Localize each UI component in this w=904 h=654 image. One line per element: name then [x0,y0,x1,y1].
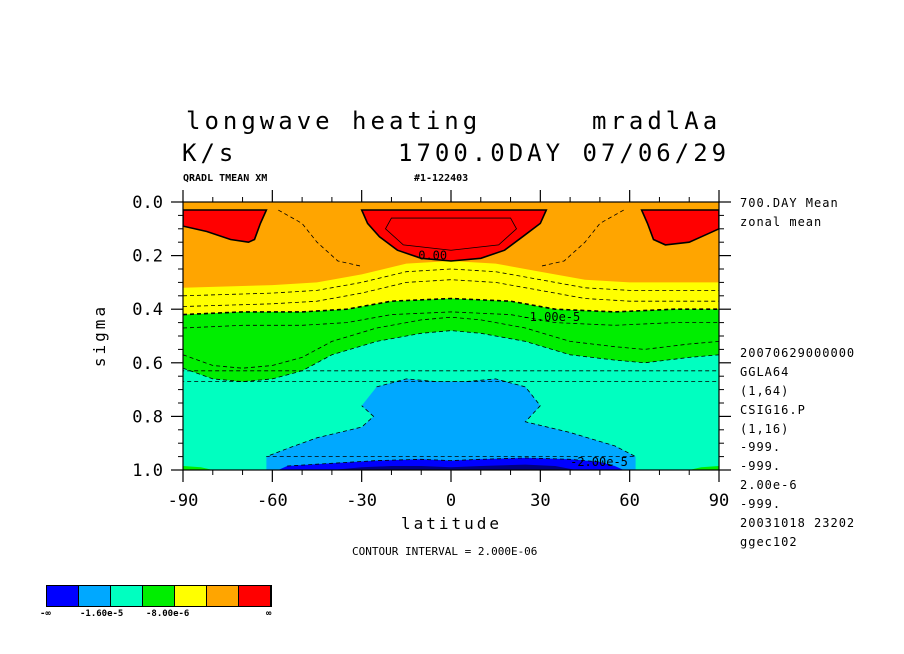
side-note: CSIG16.P [740,402,806,417]
units-label: K/s [182,139,238,167]
contour-dashed-skyblue-core [266,378,636,458]
time-label: 1700.0DAY 07/06/29 [398,139,731,167]
contour-dashed-upper [278,209,362,267]
x-tick-label: -90 [168,491,199,511]
contour-label: 0.00 [418,249,447,263]
contour-inner-red [384,217,518,251]
contour-label: -2.00e-5 [570,455,628,469]
colorbar-label: -1.60e-5 [80,609,124,619]
x-tick-label: 0 [446,491,456,511]
chart-title: longwave heating [186,107,482,135]
x-tick-label: 90 [709,491,729,511]
colorbar-swatch [47,586,79,606]
contour-dashed-green-band [183,297,719,316]
x-tick-label: -60 [257,491,288,511]
band-green-corner-nh [689,466,719,470]
contour-dashed-yellow-band [183,268,719,372]
colorbar-swatch [79,586,111,606]
colorbar-swatch [143,586,175,606]
y-tick-label: 0.0 [132,193,163,213]
variable-label: QRADL TMEAN XM [183,173,268,184]
contour-interval-label: CONTOUR INTERVAL = 2.000E-06 [352,545,538,558]
contour-dashed-blue-lower [287,457,615,467]
side-note: zonal mean [740,215,823,229]
band-skyblue-core [266,378,636,470]
x-axis-title: latitude [401,514,503,533]
contour-label: -1.00e-5 [522,310,580,324]
side-note: -999. [740,440,782,455]
band-red-polar-nh [641,210,719,245]
side-note: 20031018 23202 [740,516,856,531]
y-axis-title: sigma [90,303,110,368]
y-tick-label: 0.2 [132,247,163,267]
colorbar-swatch [239,586,271,606]
run-label: #1-122403 [414,173,469,184]
colorbar-swatches [46,585,272,607]
band-red-polar-sh [183,210,267,243]
x-tick-label: -30 [346,491,377,511]
side-note: 700.DAY Mean [740,196,839,210]
x-tick-label: 60 [619,491,639,511]
side-note: -999. [740,497,782,512]
y-tick-label: 0.4 [132,300,163,320]
side-note: -999. [740,459,782,474]
side-note: (1,64) [740,383,790,398]
contour-zero-red-tropical [360,209,548,262]
band-green-corner-sh [183,466,213,470]
colorbar-swatch [207,586,239,606]
colorbar-swatch [175,586,207,606]
contour-dashed-upper [540,209,624,267]
side-notes-top: 700.DAY Mean zonal mean [740,196,839,234]
side-note: (1,16) [740,421,790,436]
contour-dashed-yellow-band [183,279,719,383]
band-navy-lower [331,464,577,470]
colorbar-swatch [111,586,143,606]
y-tick-label: 0.6 [132,354,163,374]
colorbar-label: ∞ [266,609,272,619]
side-note: ggec102 [740,534,798,549]
contour-zero-red-polar-nh [640,209,719,246]
colorbar-label: -8.00e-6 [146,609,190,619]
band-red-tropical [361,210,547,261]
side-note: 20070629000000 [740,346,856,360]
side-note: 2.00e-6 [740,478,798,493]
contour-zero-red-polar-sh [183,209,268,244]
contour-dashed-green-band [183,311,719,329]
colorbar-label: -∞ [40,609,51,619]
y-tick-label: 0.8 [132,407,163,427]
colorbar [46,585,272,607]
side-note: GGLA64 [740,364,790,379]
x-tick-label: 30 [530,491,550,511]
side-notes-bottom: 20070629000000 GGLA64 (1,64) CSIG16.P (1… [740,346,855,554]
y-tick-label: 1.0 [132,461,163,481]
experiment-name: mradlAa [592,107,722,135]
